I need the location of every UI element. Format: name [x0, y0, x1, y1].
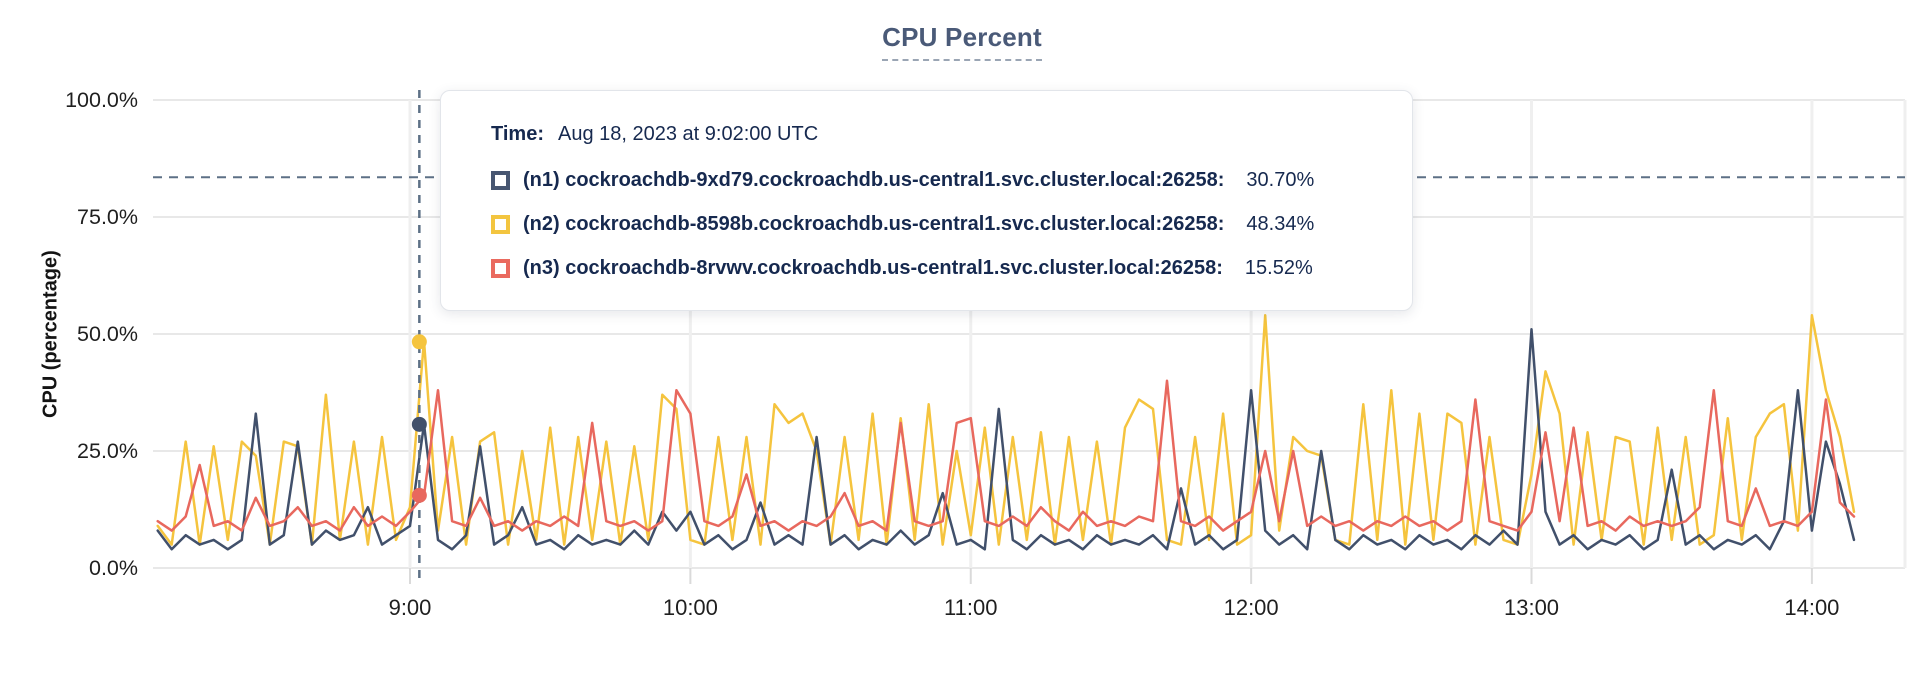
- series-label: (n2) cockroachdb-8598b.cockroachdb.us-ce…: [523, 213, 1225, 235]
- x-tick-label: 10:00: [663, 595, 718, 620]
- tooltip-series-row-n2: (n2) cockroachdb-8598b.cockroachdb.us-ce…: [491, 212, 1372, 236]
- series-value: 48.34%: [1246, 213, 1315, 235]
- series-swatch: [491, 214, 510, 234]
- cursor-dot-n2: [411, 334, 427, 350]
- chart-hover-tooltip: Time: Aug 18, 2023 at 9:02:00 UTC (n1) co…: [440, 90, 1413, 311]
- x-tick-label: 13:00: [1504, 595, 1559, 620]
- y-tick-label: 50.0%: [77, 322, 138, 346]
- y-tick-label: 75.0%: [77, 205, 138, 229]
- tooltip-series-row-n3: (n3) cockroachdb-8rvwv.cockroachdb.us-ce…: [491, 256, 1372, 280]
- y-tick-label: 25.0%: [77, 439, 138, 463]
- tooltip-time-label: Time:: [491, 123, 544, 145]
- x-tick-label: 14:00: [1784, 595, 1839, 620]
- series-value: 30.70%: [1246, 169, 1315, 191]
- series-value: 15.52%: [1244, 257, 1313, 279]
- series-swatch: [491, 258, 510, 278]
- series-line-n1[interactable]: [156, 328, 1856, 551]
- tooltip-series-row-n1: (n1) cockroachdb-9xd79.cockroachdb.us-ce…: [491, 168, 1372, 192]
- series-swatch: [491, 170, 510, 190]
- x-tick-label: 12:00: [1224, 595, 1279, 620]
- y-tick-label: 0.0%: [89, 556, 138, 580]
- y-axis-title: CPU (percentage): [39, 250, 62, 418]
- cursor-dot-n1: [411, 416, 427, 432]
- chart-title-row: CPU Percent: [0, 22, 1924, 61]
- tooltip-time-value: Aug 18, 2023 at 9:02:00 UTC: [557, 123, 819, 145]
- series-label: (n1) cockroachdb-9xd79.cockroachdb.us-ce…: [523, 169, 1225, 191]
- series-label: (n3) cockroachdb-8rvwv.cockroachdb.us-ce…: [523, 257, 1223, 279]
- x-tick-label: 11:00: [944, 595, 997, 620]
- x-tick-label: 9:00: [389, 595, 432, 620]
- cursor-dot-n3: [411, 487, 427, 503]
- series-line-n3[interactable]: [156, 379, 1856, 532]
- series-line-n2[interactable]: [156, 314, 1856, 546]
- tooltip-time-row: Time: Aug 18, 2023 at 9:02:00 UTC: [491, 123, 1372, 146]
- y-tick-label: 100.0%: [65, 88, 138, 112]
- chart-title: CPU Percent: [882, 22, 1042, 61]
